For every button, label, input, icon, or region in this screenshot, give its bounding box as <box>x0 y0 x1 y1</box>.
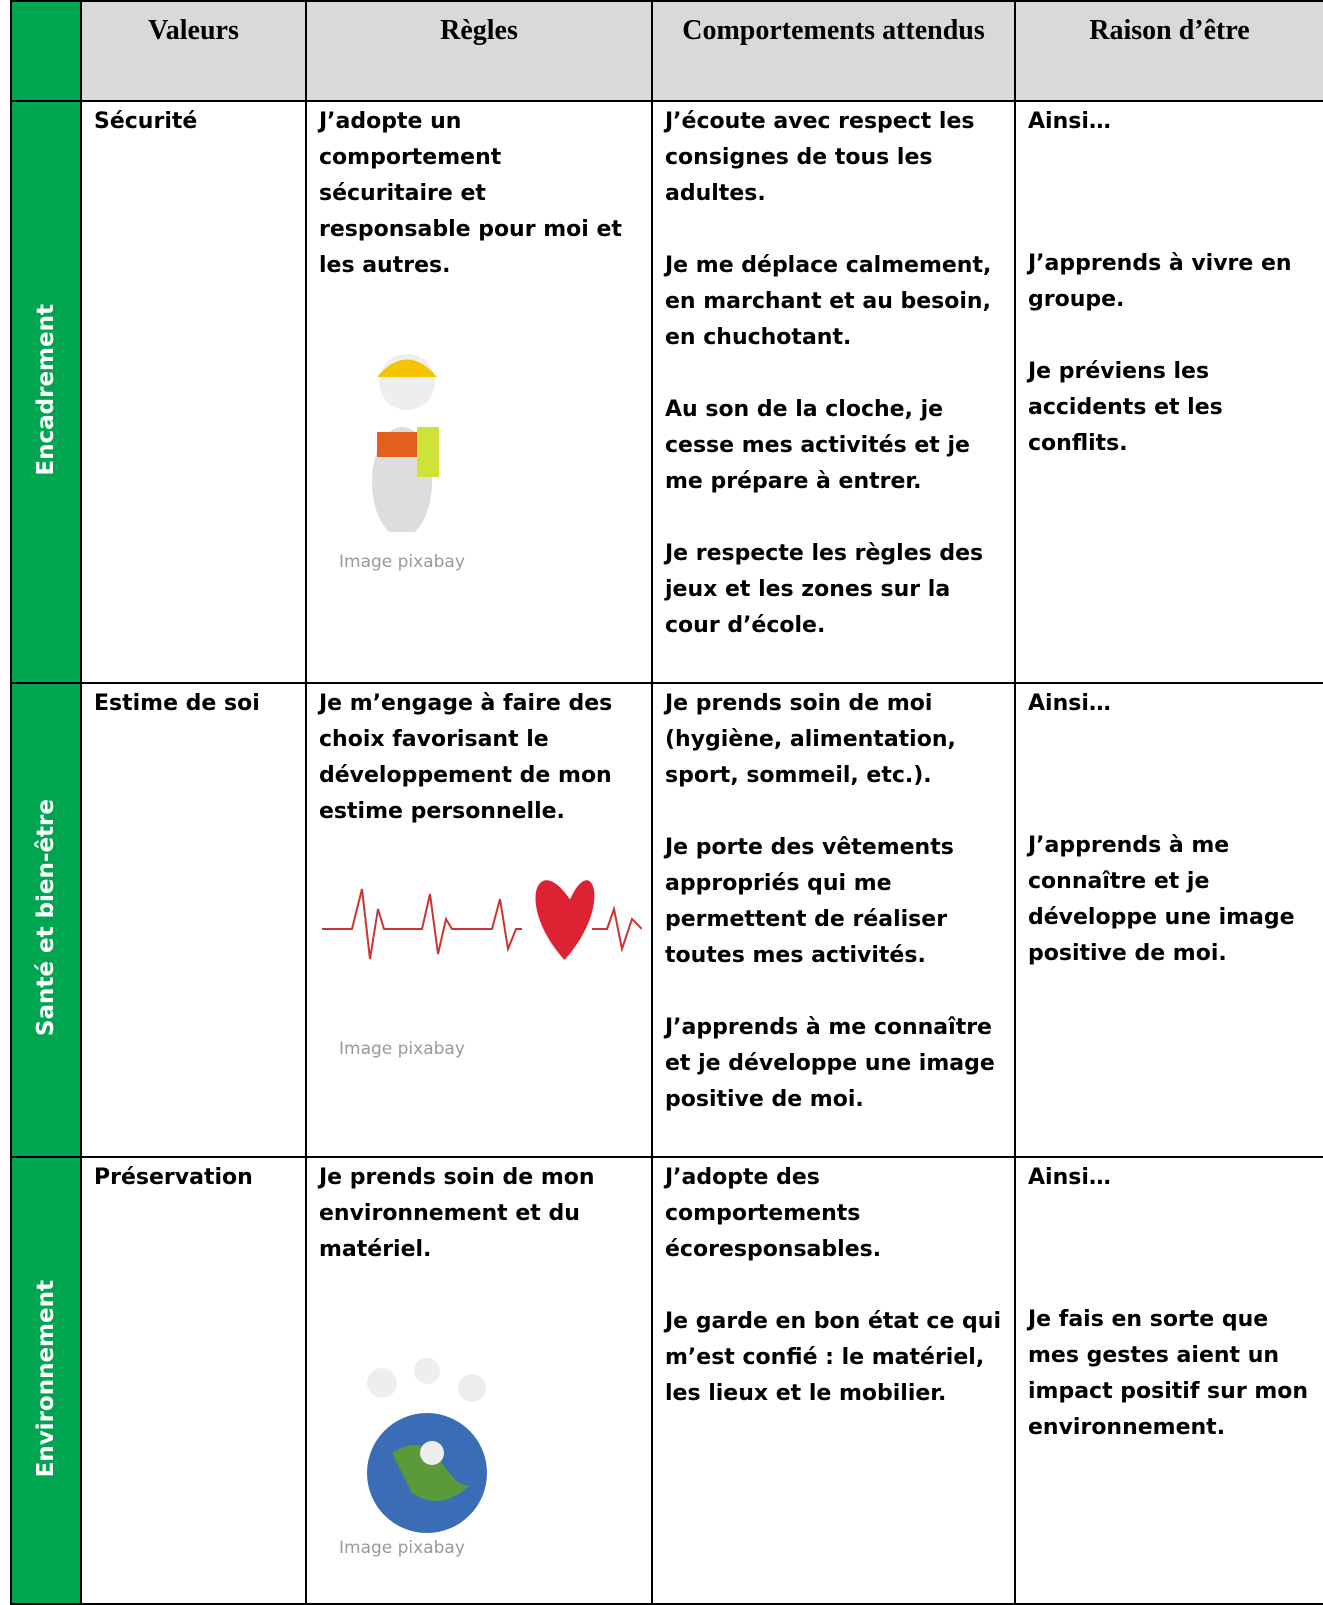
rule-cell: J’adopte un comportement sécuritaire et … <box>305 100 653 684</box>
reason: Ainsi… <box>1028 1165 1111 1190</box>
image-caption: Image pixabay <box>339 1538 465 1558</box>
value-text: Préservation <box>94 1165 253 1190</box>
value-cell: Estime de soi <box>80 682 307 1158</box>
behavior: Je respecte les règles des jeux et les z… <box>665 541 984 638</box>
behavior: Au son de la cloche, je cesse mes activi… <box>665 397 970 494</box>
group-cell: Santé et bien-être <box>10 682 82 1158</box>
behaviors-text: J’écoute avec respect les consignes de t… <box>653 102 1014 682</box>
illustration <box>367 1358 487 1533</box>
rule-cell: Je prends soin de mon environnement et d… <box>305 1156 653 1605</box>
rule-text: Je m’engage à faire des choix favorisant… <box>319 691 613 824</box>
reason: Ainsi… <box>1028 109 1111 134</box>
value-text: Estime de soi <box>94 691 260 716</box>
rule-text: Je prends soin de mon environnement et d… <box>319 1165 595 1262</box>
rules-table: Valeurs Règles Comportements attendus Ra… <box>10 0 1323 1605</box>
behavior: Je prends soin de moi (hygiène, alimenta… <box>665 691 956 788</box>
behavior: Je porte des vêtements appropriés qui me… <box>665 835 954 968</box>
row: Santé et bien-être Estime de soi Je m’enga… <box>10 682 1323 1158</box>
behaviors-cell: J’adopte des comportements écoresponsabl… <box>651 1156 1016 1605</box>
behavior: J’adopte des comportements écoresponsabl… <box>665 1165 882 1262</box>
reasons-text: Ainsi… J’apprends à me connaître et je dé… <box>1016 684 1323 1010</box>
behavior: J’apprends à me connaître et je développ… <box>665 1015 995 1112</box>
behavior: Je me déplace calmement, en marchant et … <box>665 253 992 350</box>
group-cell: Environnement <box>10 1156 82 1605</box>
group-cell: Encadrement <box>10 100 82 684</box>
group-label: Environnement <box>33 1279 59 1478</box>
row: Environnement Préservation Je prends soin … <box>10 1156 1323 1605</box>
behaviors-text: Je prends soin de moi (hygiène, alimenta… <box>653 684 1014 1156</box>
behaviors-text: J’adopte des comportements écoresponsabl… <box>653 1158 1014 1450</box>
reason: J’apprends à me connaître et je développ… <box>1028 833 1295 966</box>
group-label: Encadrement <box>33 304 59 476</box>
header-cell: Valeurs <box>80 0 307 102</box>
header-cell: Comportements attendus <box>651 0 1016 102</box>
value-cell: Sécurité <box>80 100 307 684</box>
header-corner <box>10 0 82 102</box>
reasons-cell: Ainsi… J’apprends à me connaître et je dé… <box>1014 682 1323 1158</box>
reasons-text: Ainsi… J’apprends à vivre en groupe. Je pr… <box>1016 102 1323 500</box>
rule-text: J’adopte un comportement sécuritaire et … <box>319 109 622 278</box>
image-caption: Image pixabay <box>339 552 465 572</box>
reason: Je fais en sorte que mes gestes aient un… <box>1028 1307 1309 1440</box>
behavior: J’écoute avec respect les consignes de t… <box>665 109 975 206</box>
row: Encadrement Sécurité J’adopte un comportem… <box>10 100 1323 684</box>
illustration <box>372 354 439 532</box>
value-cell: Préservation <box>80 1156 307 1605</box>
reasons-text: Ainsi… Je fais en sorte que mes gestes ai… <box>1016 1158 1323 1484</box>
reason: Ainsi… <box>1028 691 1111 716</box>
value-text: Sécurité <box>94 109 198 134</box>
header-cell: Règles <box>305 0 653 102</box>
reason: Je préviens les accidents et les conflit… <box>1028 359 1223 456</box>
group-label: Santé et bien-être <box>33 799 59 1037</box>
reason: J’apprends à vivre en groupe. <box>1028 251 1292 312</box>
rule-cell: Je m’engage à faire des choix favorisant… <box>305 682 653 1158</box>
illustration <box>322 880 642 960</box>
behaviors-cell: J’écoute avec respect les consignes de t… <box>651 100 1016 684</box>
header-cell: Raison d’être <box>1014 0 1323 102</box>
reasons-cell: Ainsi… Je fais en sorte que mes gestes ai… <box>1014 1156 1323 1605</box>
image-caption: Image pixabay <box>339 1039 465 1059</box>
reasons-cell: Ainsi… J’apprends à vivre en groupe. Je pr… <box>1014 100 1323 684</box>
behavior: Je garde en bon état ce qui m’est confié… <box>665 1309 1001 1406</box>
behaviors-cell: Je prends soin de moi (hygiène, alimenta… <box>651 682 1016 1158</box>
header-row: Valeurs Règles Comportements attendus Ra… <box>10 0 1323 102</box>
